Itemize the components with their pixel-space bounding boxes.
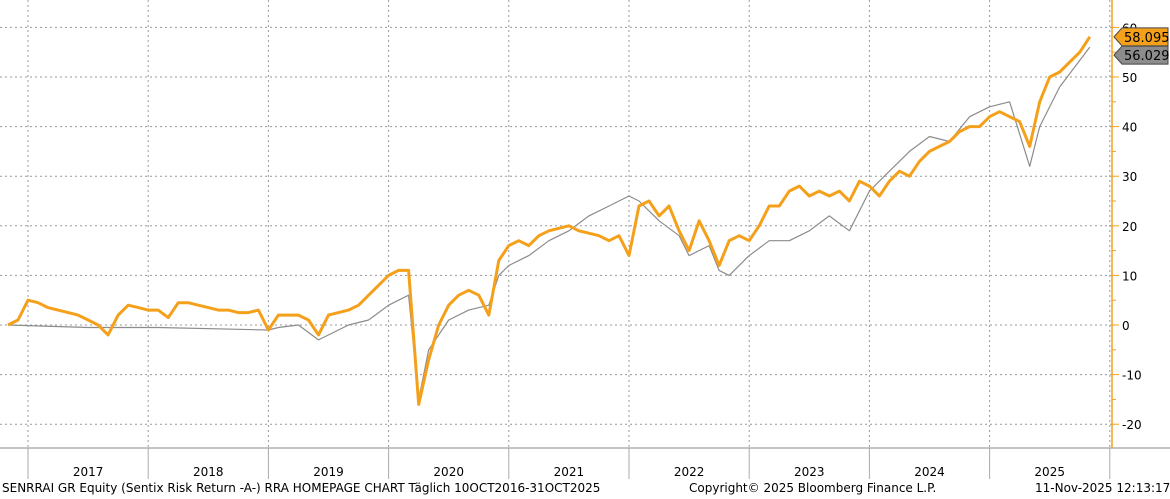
x-tick-label: 2024 xyxy=(914,465,945,479)
grid xyxy=(0,0,1112,448)
label-badge xyxy=(1113,45,1169,65)
label-badge xyxy=(1113,27,1169,47)
y-tick-label: 0 xyxy=(1122,319,1130,333)
label-value: 58.0953 xyxy=(1124,31,1170,46)
y-tick-label: -10 xyxy=(1122,369,1142,383)
y-tick-label: -20 xyxy=(1122,418,1142,432)
series-line xyxy=(7,35,1092,406)
x-tick-label: 2025 xyxy=(1034,465,1065,479)
y-tick-label: 10 xyxy=(1122,269,1137,283)
x-axis: 2017 2018 2019 2020 2021 2022 2023 2024 2025 xyxy=(0,447,1170,479)
series-line xyxy=(7,46,1091,400)
chart-description: SENRRAI GR Equity (Sentix Risk Return -A… xyxy=(2,481,601,495)
y-tick-label: 50 xyxy=(1122,71,1137,85)
x-tick-label: 2020 xyxy=(433,465,464,479)
last-value-label: 56.0297 xyxy=(1113,45,1170,65)
y-tick-label: 20 xyxy=(1122,220,1137,234)
last-value-labels: 56.0297 58.0953 xyxy=(1113,27,1170,65)
x-tick-label: 2019 xyxy=(313,465,344,479)
x-tick-label: 2017 xyxy=(73,465,104,479)
last-value-label: 58.0953 xyxy=(1113,27,1170,47)
x-tick-label: 2022 xyxy=(674,465,705,479)
x-tick-label: 2018 xyxy=(193,465,224,479)
y-tick-label: 30 xyxy=(1122,170,1137,184)
label-value: 56.0297 xyxy=(1124,49,1170,64)
timestamp: 11-Nov-2025 12:13:17 xyxy=(1035,481,1170,495)
x-tick-label: 2023 xyxy=(794,465,825,479)
line-chart: 2017 2018 2019 2020 2021 2022 2023 2024 2025 -20… xyxy=(0,0,1170,479)
y-axis: -20-100102030405060 xyxy=(1111,0,1142,448)
x-tick-label: 2021 xyxy=(554,465,585,479)
y-tick-label: 40 xyxy=(1122,121,1137,135)
series-lines xyxy=(7,35,1092,406)
copyright: Copyright© 2025 Bloomberg Finance L.P. xyxy=(689,481,937,495)
